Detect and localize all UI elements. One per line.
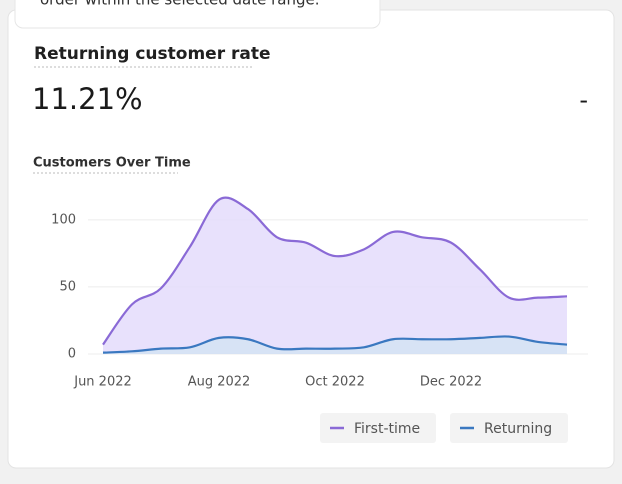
chart-title: Customers Over Time xyxy=(33,156,191,171)
metric-value: 11.21% xyxy=(32,82,143,116)
legend-label: First-time xyxy=(354,421,420,437)
metric-change: - xyxy=(579,86,588,114)
legend-label: Returning xyxy=(484,421,552,437)
area-fill xyxy=(103,336,567,354)
area-line xyxy=(102,335,568,354)
y-tick-label: 100 xyxy=(51,212,76,227)
legend-item xyxy=(320,413,436,443)
card xyxy=(7,9,615,469)
legend-item xyxy=(450,413,568,443)
plot: 0 50 100 Jun 2022 Aug 2022 Oct 2022 Dec 2022 Fi… xyxy=(51,196,588,443)
area-fill xyxy=(103,197,567,354)
x-tick-label: Jun 2022 xyxy=(73,375,132,390)
x-tick-label: Oct 2022 xyxy=(305,375,365,390)
tooltip xyxy=(14,0,381,29)
y-tick-label: 0 xyxy=(68,347,76,362)
x-tick-label: Dec 2022 xyxy=(420,375,482,390)
area-line xyxy=(102,196,568,346)
x-tick-label: Aug 2022 xyxy=(188,375,251,390)
y-tick-label: 50 xyxy=(59,279,76,294)
tooltip-text: order within the selected date range. xyxy=(40,0,319,9)
card-title: Returning customer rate xyxy=(34,44,271,64)
